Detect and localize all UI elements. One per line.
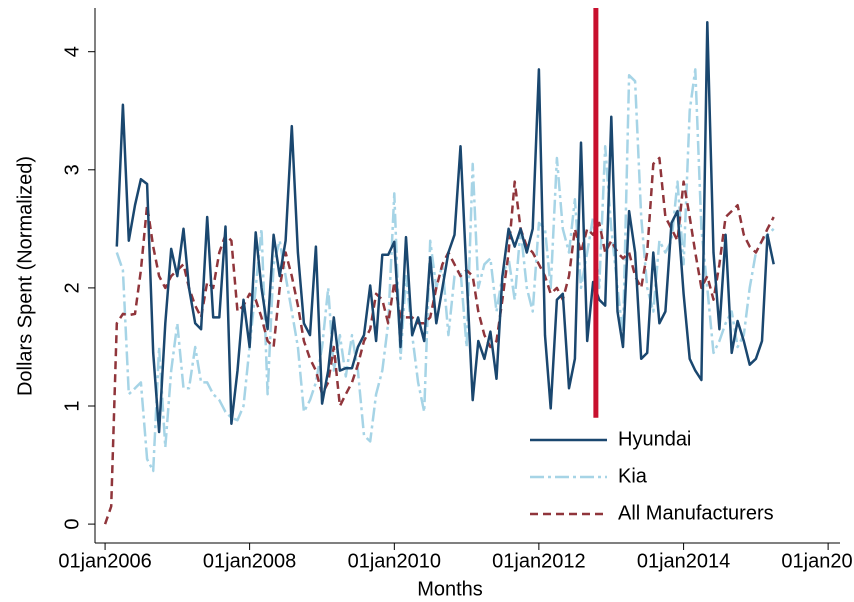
y-tick-label: 2 bbox=[61, 282, 83, 293]
x-tick-label: 01jan2010 bbox=[348, 550, 441, 572]
legend-label: All Manufacturers bbox=[618, 502, 774, 524]
x-tick-label: 01jan2006 bbox=[58, 550, 151, 572]
series-line bbox=[103, 156, 775, 525]
x-tick-label: 01jan2014 bbox=[637, 550, 730, 572]
series-line bbox=[115, 68, 775, 473]
x-axis-title: Months bbox=[417, 578, 483, 600]
x-tick-label: 01jan2016 bbox=[781, 550, 854, 572]
y-axis-title: Dollars Spent (Normalized) bbox=[14, 156, 36, 396]
legend-label: Hyundai bbox=[618, 428, 691, 450]
x-tick-label: 01jan2008 bbox=[203, 550, 296, 572]
series-line bbox=[115, 20, 775, 434]
x-tick-label: 01jan2012 bbox=[492, 550, 585, 572]
y-tick-label: 4 bbox=[61, 46, 83, 57]
y-tick-label: 0 bbox=[61, 519, 83, 530]
y-tick-label: 1 bbox=[61, 400, 83, 411]
legend-label: Kia bbox=[618, 465, 648, 487]
y-tick-label: 3 bbox=[61, 164, 83, 175]
